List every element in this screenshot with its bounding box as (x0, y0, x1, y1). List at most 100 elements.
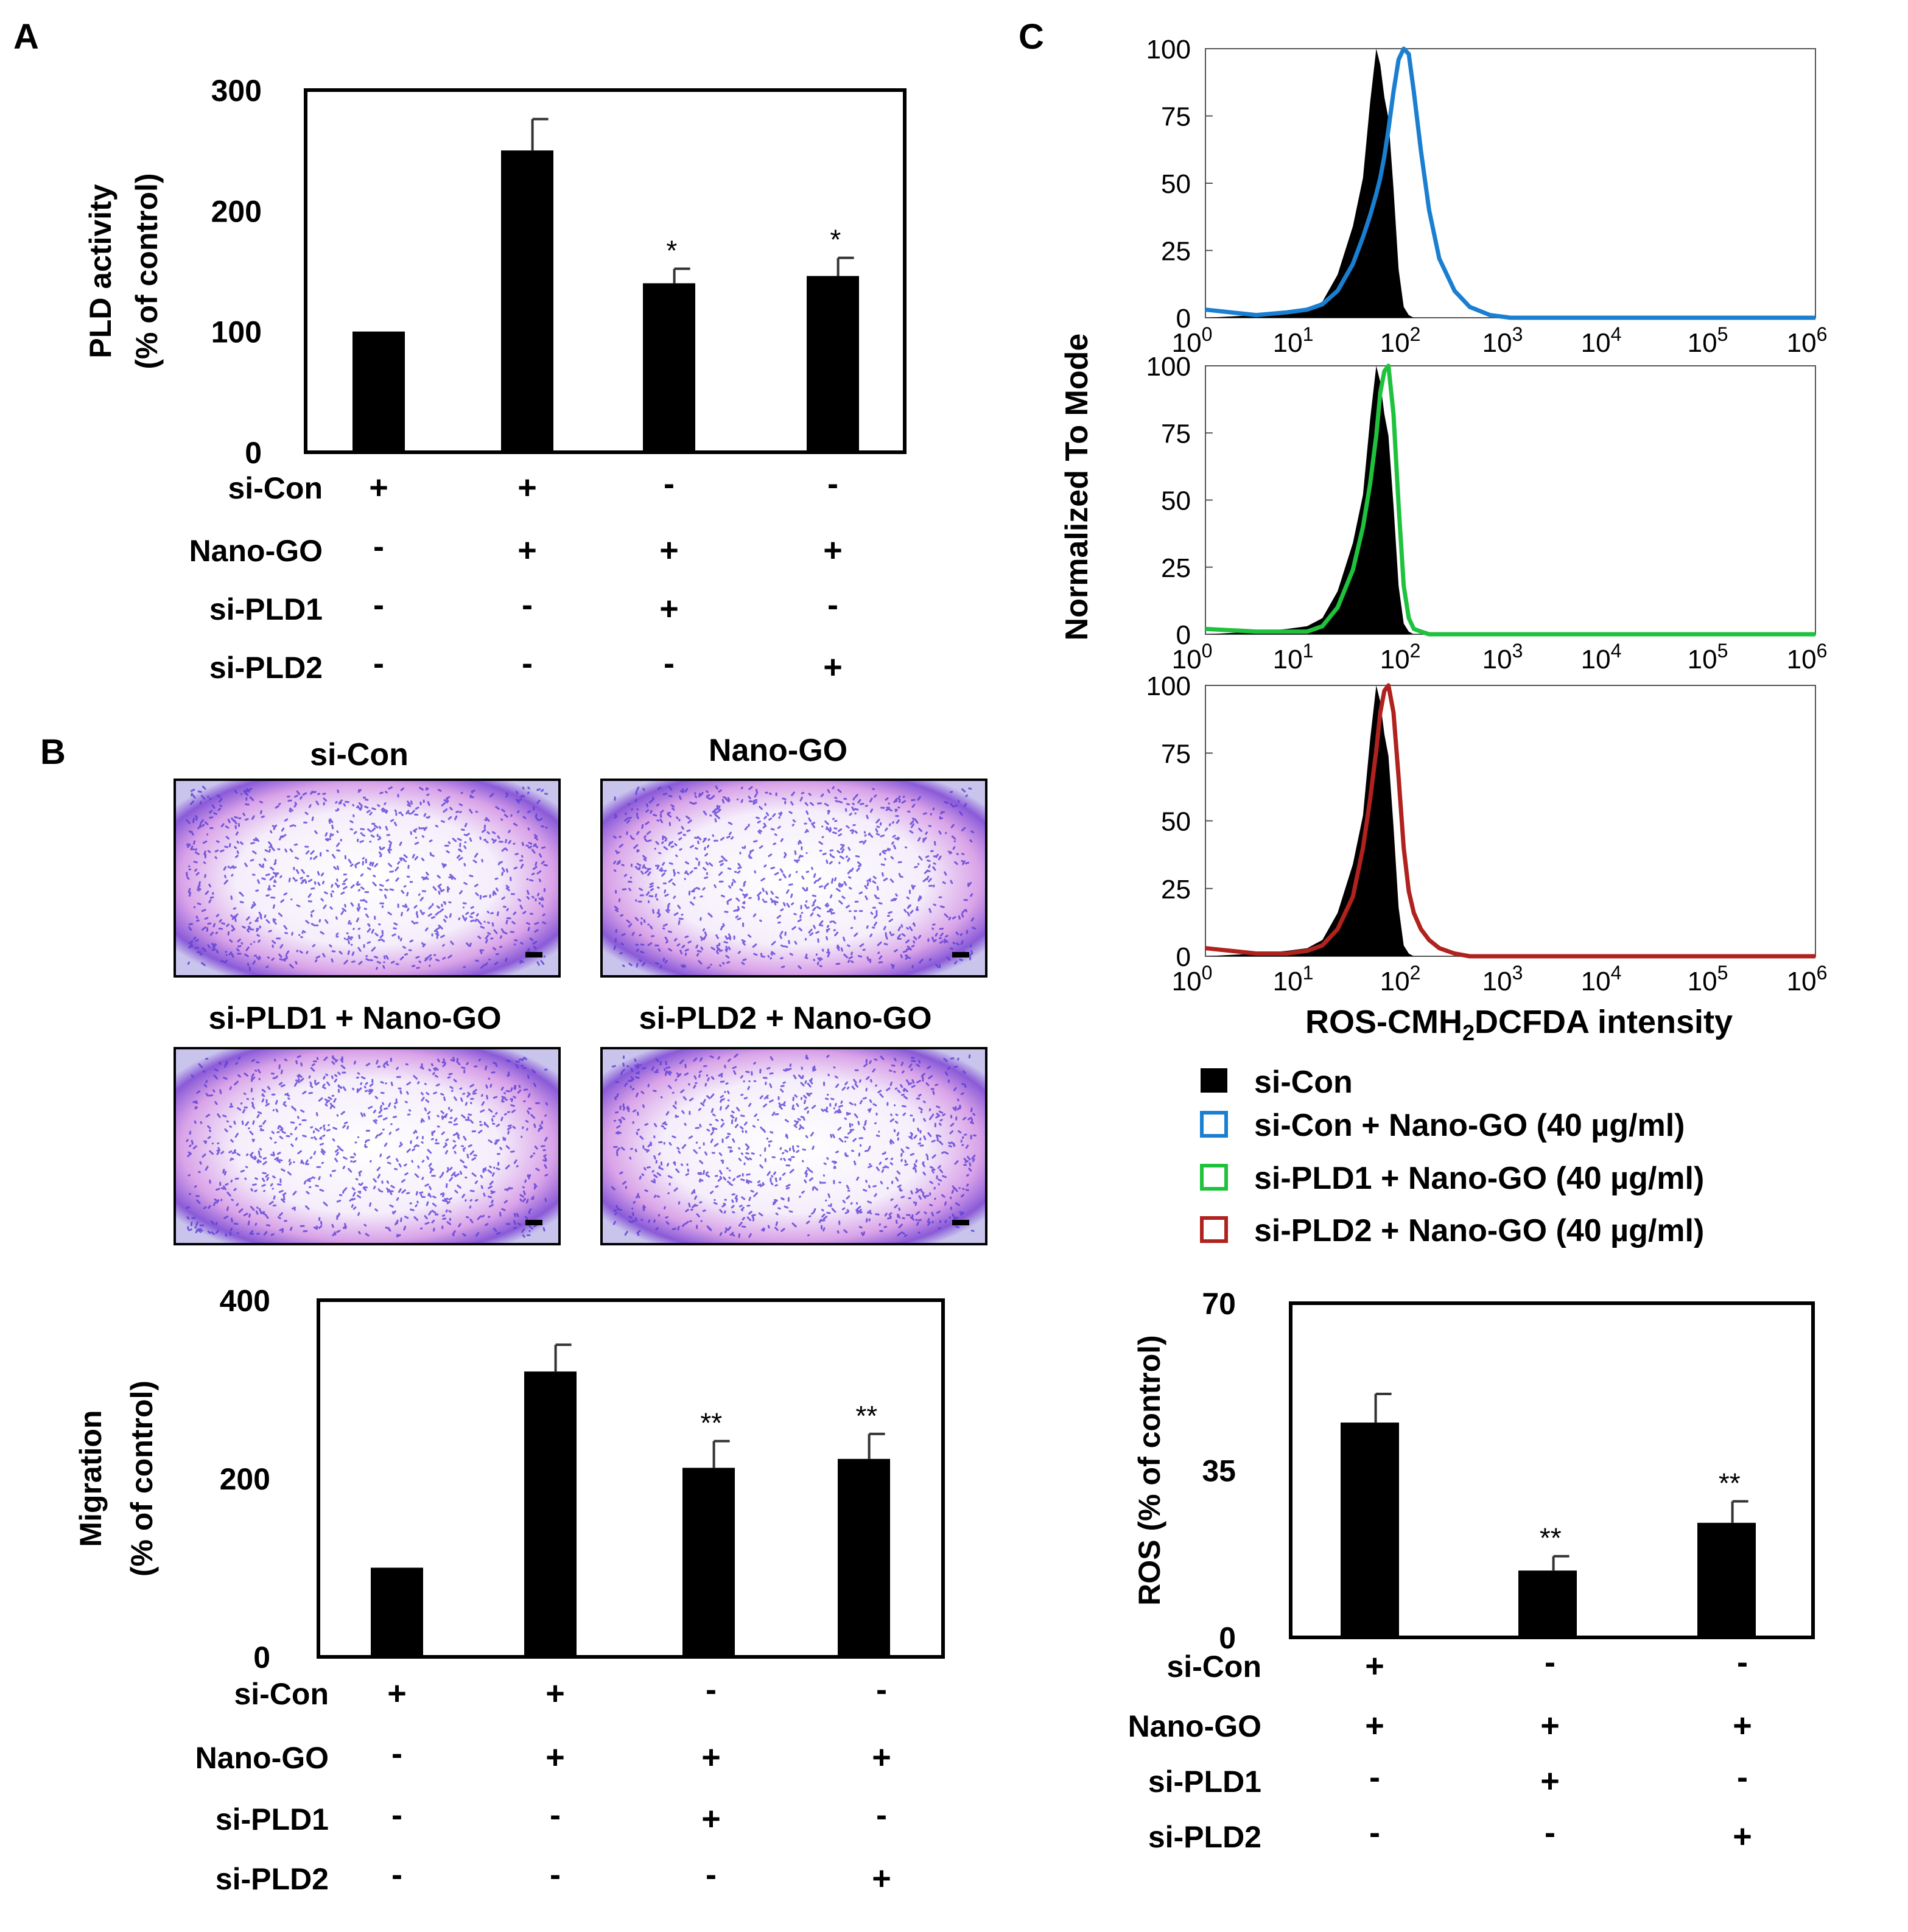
treated-histogram-1 (1205, 46, 1815, 320)
y-axis-label-line2: (% of control) (125, 1381, 159, 1577)
flow-x-tick-label: 105 (1688, 640, 1728, 674)
flow-y-tick-label: 0 (1176, 942, 1191, 972)
condition-row-label: si-Con (234, 1677, 329, 1711)
flow-x-tick-label: 103 (1482, 640, 1523, 674)
legend-swatch (1201, 1068, 1227, 1093)
condition-sign: + (1733, 1818, 1752, 1855)
flow-y-tick-label: 50 (1161, 169, 1191, 199)
y-tick-label: 400 (220, 1284, 270, 1318)
condition-sign: - (550, 1857, 561, 1893)
condition-sign: + (1540, 1707, 1560, 1744)
condition-sign: + (823, 649, 843, 685)
condition-sign: - (1737, 1759, 1748, 1796)
condition-sign: - (1545, 1644, 1556, 1681)
condition-sign: + (823, 532, 843, 569)
condition-sign: - (706, 1857, 717, 1893)
flow-x-tick-label: 105 (1688, 323, 1728, 358)
scale-bar (952, 952, 969, 957)
condition-row-label: si-PLD2 (1148, 1820, 1261, 1854)
flow-x-tick-label: 103 (1482, 323, 1523, 358)
condition-sign: - (391, 1857, 402, 1893)
condition-row-label: si-PLD2 (209, 651, 323, 685)
flow-x-tick-label: 102 (1380, 962, 1421, 996)
treated-histogram-3 (1205, 683, 1815, 959)
condition-row-label: si-PLD1 (1148, 1765, 1261, 1799)
condition-sign: - (664, 466, 675, 502)
condition-sign: + (701, 1739, 721, 1776)
y-axis-label-line2: (% of control) (130, 173, 164, 369)
micrograph-label: si-PLD1 + Nano-GO (208, 1001, 501, 1036)
condition-sign: + (701, 1801, 721, 1837)
condition-sign: - (1369, 1759, 1380, 1796)
significance-marker: ** (700, 1407, 722, 1438)
flow-y-tick-label: 100 (1146, 35, 1191, 65)
stained-cells (612, 785, 976, 970)
condition-row-label: Nano-GO (1128, 1709, 1261, 1743)
histogram-frame (1205, 48, 1816, 318)
y-axis-label: ROS (% of control) (1132, 1335, 1166, 1605)
condition-sign: + (387, 1675, 407, 1712)
condition-sign: - (1737, 1644, 1748, 1681)
condition-sign: - (876, 1797, 887, 1833)
stained-cells (186, 785, 549, 971)
flow-x-tick-label: 100 (1172, 323, 1213, 358)
control-histogram (1205, 685, 1815, 956)
flow-y-tick-label: 100 (1146, 671, 1191, 701)
condition-sign: + (1540, 1763, 1560, 1799)
flow-x-tick-label: 101 (1273, 640, 1314, 674)
flow-y-tick-label: 0 (1176, 304, 1191, 334)
condition-sign: - (373, 645, 384, 682)
condition-row-label: si-PLD1 (209, 592, 323, 626)
condition-sign: - (373, 587, 384, 623)
condition-sign: + (1365, 1648, 1384, 1684)
treated-histogram-2 (1205, 363, 1815, 637)
condition-sign: + (872, 1860, 891, 1897)
condition-sign: - (550, 1797, 561, 1833)
legend-swatch (1200, 1111, 1228, 1138)
legend-swatch (1200, 1164, 1228, 1191)
condition-sign: - (1545, 1815, 1556, 1851)
micrograph-label: Nano-GO (709, 733, 847, 768)
significance-marker: * (830, 224, 841, 256)
legend-label: si-PLD2 + Nano-GO (40 µg/ml) (1254, 1213, 1704, 1248)
bar-4 (807, 276, 859, 452)
legend-swatch (1200, 1216, 1228, 1243)
control-histogram (1205, 49, 1815, 318)
condition-row-label: Nano-GO (195, 1741, 329, 1775)
legend-label: si-PLD1 + Nano-GO (40 µg/ml) (1254, 1161, 1704, 1196)
bar-1 (371, 1567, 423, 1657)
scale-bar (525, 952, 542, 957)
condition-sign: + (545, 1739, 565, 1776)
y-axis-label: PLD activity (83, 184, 117, 358)
plot-frame (304, 88, 907, 454)
flow-y-tick-label: 75 (1161, 739, 1191, 769)
panel-letter-a: A (13, 17, 39, 57)
condition-sign: - (373, 528, 384, 565)
ros-bar-chart: 0 35 70 ROS (% of control) ** ** si-Con + - - Nano… (1128, 1287, 1815, 1855)
flow-legend: si-Con si-Con + Nano-GO (40 µg/ml) si-PLD1… (1200, 1065, 1704, 1248)
micrograph-label: si-Con (310, 737, 409, 772)
condition-sign: + (659, 532, 679, 569)
legend-label: si-Con + Nano-GO (40 µg/ml) (1254, 1108, 1685, 1143)
significance-marker: * (666, 235, 677, 267)
scale-bar (952, 1220, 969, 1225)
flow-x-tick-label: 101 (1273, 323, 1314, 358)
transwell-micrographs: si-Con Nano-GO si-PLD1 + Nano-GO si-PLD2 + … (174, 733, 987, 1245)
condition-sign: - (706, 1671, 717, 1708)
condition-sign: - (827, 466, 838, 502)
condition-row-label: si-PLD1 (216, 1802, 329, 1836)
bar-2 (1518, 1570, 1577, 1637)
y-tick-label: 200 (211, 194, 262, 228)
condition-row-label: si-Con (1166, 1650, 1261, 1684)
bar-3 (643, 283, 695, 452)
histogram-frame (1205, 365, 1816, 635)
flow-y-tick-label: 100 (1146, 352, 1191, 382)
bar-3 (1697, 1522, 1756, 1637)
bar-4 (838, 1458, 890, 1657)
y-tick-label: 200 (220, 1462, 270, 1496)
y-tick-label: 100 (211, 315, 262, 349)
condition-row-label: Nano-GO (189, 534, 323, 568)
flow-x-axis-label: ROS-CMH2DCFDA intensity (1305, 1004, 1733, 1045)
flow-x-tick-label: 100 (1172, 640, 1213, 674)
